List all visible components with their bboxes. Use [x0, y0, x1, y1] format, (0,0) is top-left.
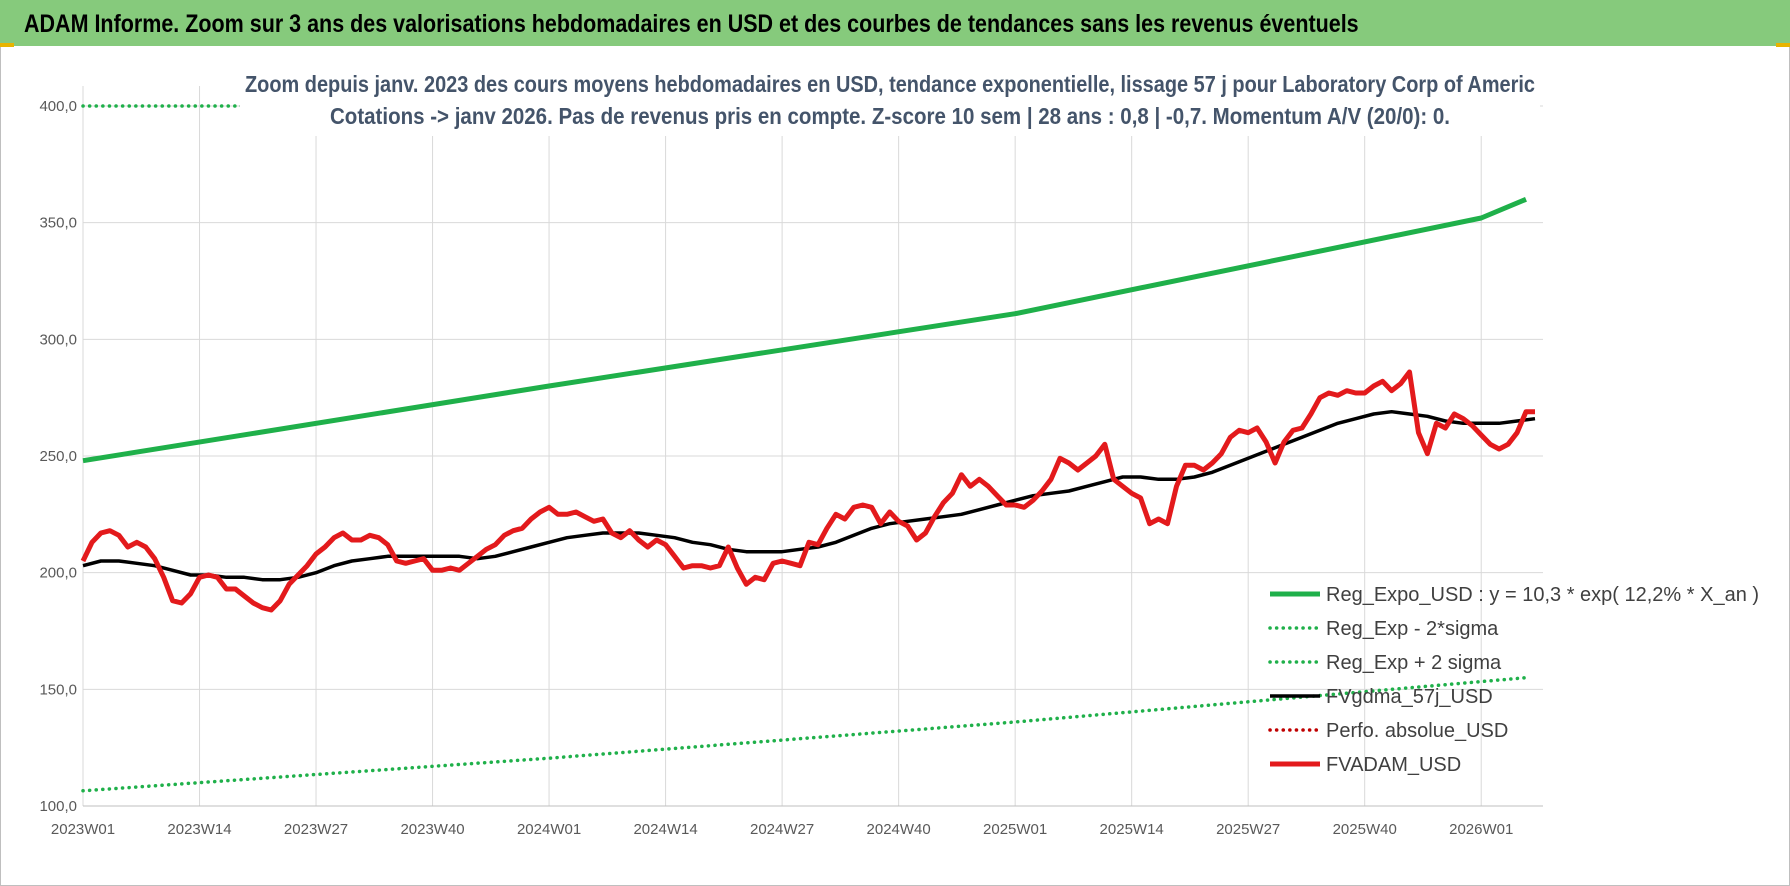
x-axis-ticks: 2023W01 2023W14 2023W27 2023W40 2024W01 2024W…	[51, 821, 1513, 838]
chart-title: Zoom depuis janv. 2023 des cours moyens …	[245, 71, 1535, 97]
title-background	[240, 64, 1540, 136]
x-tick-label: 2025W27	[1216, 821, 1280, 838]
x-tick-label: 2026W01	[1449, 821, 1513, 838]
y-tick-label: 150,0	[39, 681, 77, 698]
header-banner: ADAM Informe. Zoom sur 3 ans des valoris…	[0, 0, 1790, 46]
series-line	[82, 409, 1536, 582]
chart-subtitle: Cotations -> janv 2026. Pas de revenus p…	[330, 103, 1450, 129]
x-tick-label: 2024W27	[750, 821, 814, 838]
series-line	[82, 196, 1527, 464]
y-tick-label: 400,0	[39, 98, 77, 115]
x-tick-label: 2023W01	[51, 821, 115, 838]
x-tick-label: 2024W40	[867, 821, 931, 838]
y-tick-label: 350,0	[39, 215, 77, 232]
corner-marker-right	[1776, 43, 1790, 47]
series-line	[81, 675, 1528, 793]
page-title: ADAM Informe. Zoom sur 3 ans des valoris…	[24, 10, 1359, 38]
legend-label: Reg_Expo_USD : y = 10,3 * exp( 12,2% * X…	[1326, 584, 1759, 606]
y-tick-label: 200,0	[39, 565, 77, 582]
y-tick-label: 300,0	[39, 331, 77, 348]
legend-label: FVADAM_USD	[1326, 754, 1461, 776]
chart-titles: Zoom depuis janv. 2023 des cours moyens …	[240, 64, 1540, 136]
legend-label: FVgdma_57j_USD	[1326, 686, 1493, 708]
y-tick-label: 250,0	[39, 448, 77, 465]
line-chart: 100,0 150,0 200,0 250,0 300,0 350,0 400,0 2023…	[39, 64, 1759, 838]
legend-label: Perfo. absolue_USD	[1326, 720, 1508, 742]
corner-marker-left	[0, 43, 14, 47]
x-tick-label: 2023W27	[284, 821, 348, 838]
legend-label: Reg_Exp - 2*sigma	[1326, 618, 1499, 640]
y-tick-label: 100,0	[39, 798, 77, 815]
x-tick-label: 2025W40	[1333, 821, 1397, 838]
x-tick-label: 2025W01	[983, 821, 1047, 838]
x-tick-label: 2025W14	[1100, 821, 1164, 838]
x-tick-label: 2024W14	[633, 821, 697, 838]
x-tick-label: 2024W01	[517, 821, 581, 838]
y-axis-ticks: 100,0 150,0 200,0 250,0 300,0 350,0 400,0	[39, 98, 77, 815]
x-tick-label: 2023W14	[167, 821, 231, 838]
legend-label: Reg_Exp + 2 sigma	[1326, 652, 1502, 674]
x-tick-label: 2023W40	[400, 821, 464, 838]
chart-legend: Reg_Expo_USD : y = 10,3 * exp( 12,2% * X…	[1268, 584, 1759, 776]
series-line	[80, 369, 1535, 613]
